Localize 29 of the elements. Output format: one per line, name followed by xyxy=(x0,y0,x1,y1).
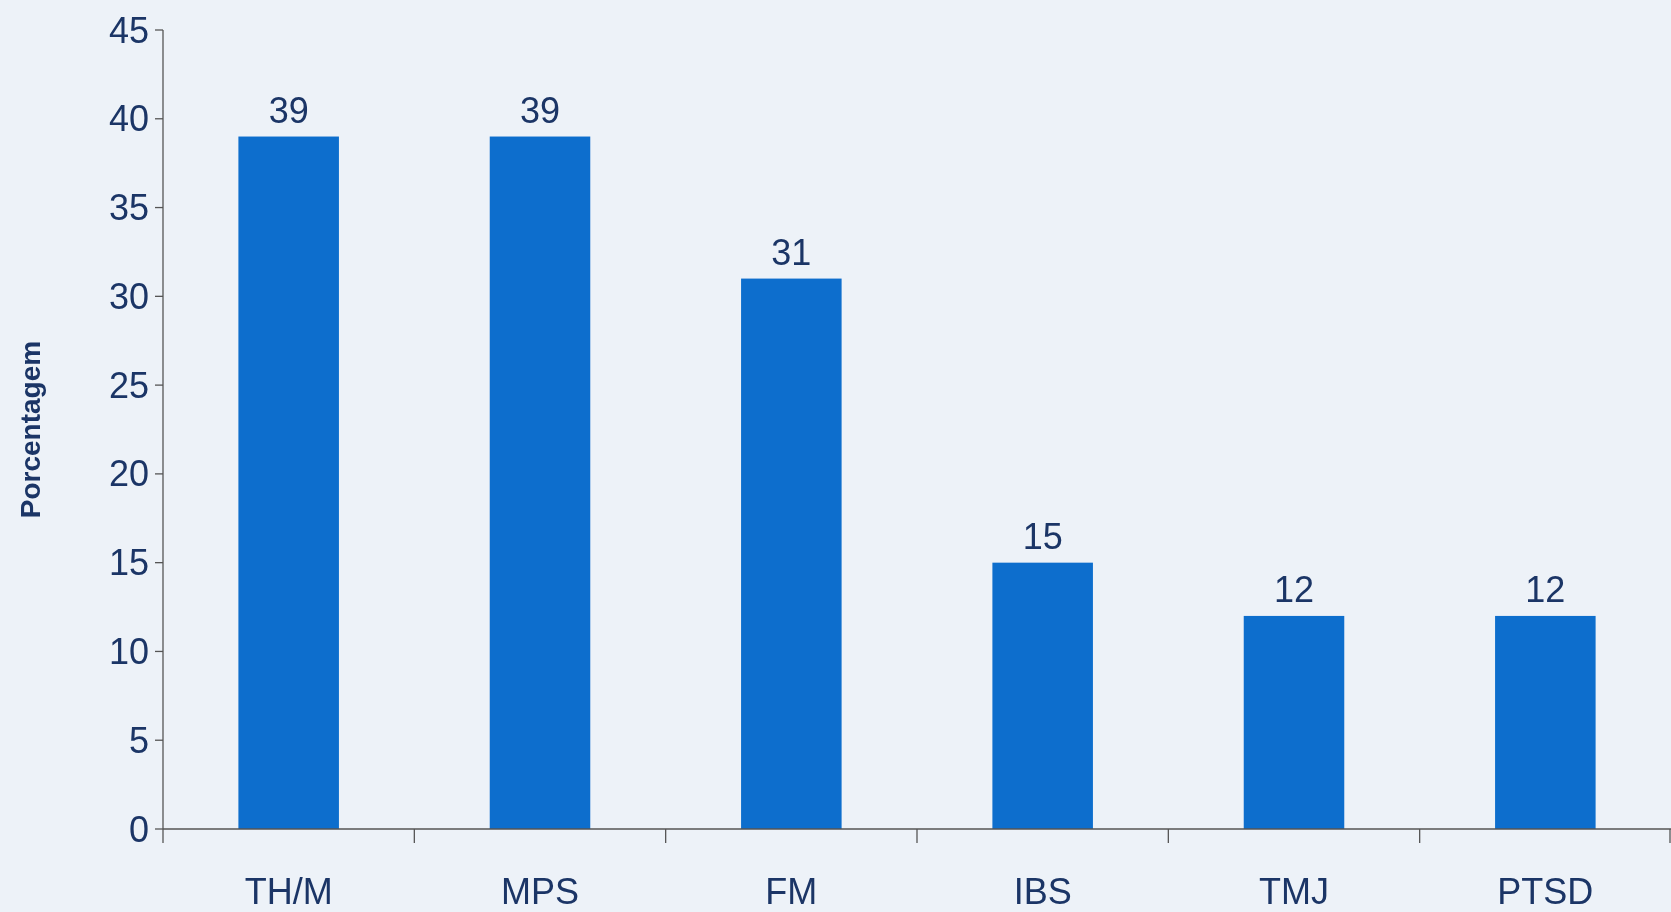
data-label: 12 xyxy=(1273,568,1315,610)
x-tick-label: PTSD xyxy=(1497,871,1594,912)
y-tick-label: 10 xyxy=(108,631,149,673)
y-tick-label: 40 xyxy=(108,98,149,140)
bar xyxy=(992,562,1093,829)
data-label: 39 xyxy=(519,89,561,131)
y-axis-title: Porcentagem xyxy=(15,340,46,519)
x-tick-label: IBS xyxy=(1013,871,1072,912)
x-tick-label: TH/M xyxy=(244,871,333,912)
bar xyxy=(238,136,339,829)
y-tick-label: 45 xyxy=(108,9,149,51)
y-tick-label: 15 xyxy=(108,542,149,584)
y-tick-label: 35 xyxy=(108,187,149,229)
bar xyxy=(741,278,842,829)
data-label: 31 xyxy=(771,231,812,273)
bar xyxy=(489,136,591,829)
x-tick-label: FM xyxy=(765,871,818,912)
y-tick-label: 20 xyxy=(108,453,149,495)
bar xyxy=(1495,615,1596,829)
y-tick-label: 30 xyxy=(108,275,149,317)
data-label: 39 xyxy=(268,89,309,131)
y-tick-label: 25 xyxy=(108,364,149,406)
data-label: 15 xyxy=(1022,515,1063,557)
data-label: 12 xyxy=(1525,568,1566,610)
y-tick-label: 0 xyxy=(128,808,149,850)
bar xyxy=(1243,615,1345,829)
x-tick-label: TMJ xyxy=(1259,871,1329,912)
y-tick-label: 5 xyxy=(128,719,149,761)
x-tick-label: MPS xyxy=(500,871,580,912)
